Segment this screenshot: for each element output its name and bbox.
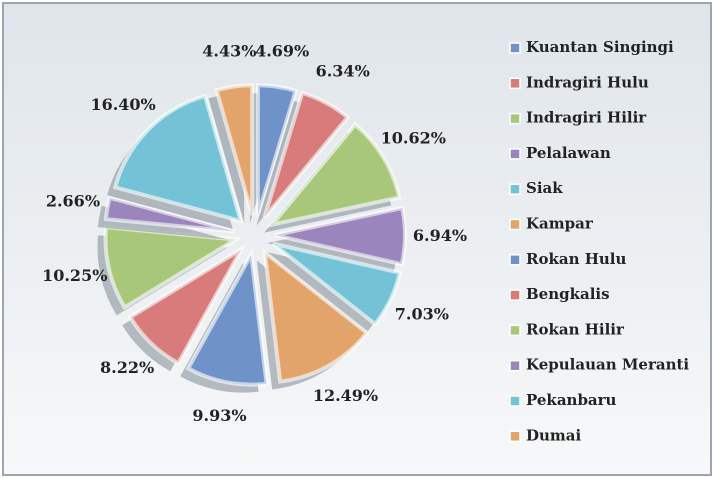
legend-swatch <box>509 359 521 372</box>
legend-label: Dumai <box>526 426 582 444</box>
legend-swatch <box>509 42 521 54</box>
data-label: 10.25% <box>42 266 107 285</box>
legend-label: Siak <box>526 179 563 197</box>
data-label: 4.43% <box>202 41 256 60</box>
legend-label: Kuantan Singingi <box>526 38 674 56</box>
slice <box>185 248 269 387</box>
slice <box>112 93 244 224</box>
data-label: 16.40% <box>90 95 155 114</box>
legend-label: Rokan Hulu <box>526 250 626 268</box>
slice <box>103 195 236 234</box>
legend-swatch <box>509 218 521 231</box>
legend-label: Rokan Hilir <box>526 320 625 338</box>
legend-label: Kampar <box>526 215 594 233</box>
slice <box>214 83 255 216</box>
legend-label: Pekanbaru <box>526 391 617 409</box>
legend-label: Kepulauan Meranti <box>526 356 689 374</box>
data-label: 7.03% <box>395 304 449 323</box>
data-label: 8.22% <box>100 358 154 377</box>
legend-swatch <box>509 395 521 407</box>
slice <box>103 225 242 311</box>
legend-label: Indragiri Hulu <box>526 73 649 91</box>
slice <box>127 243 247 366</box>
data-label: 6.34% <box>316 62 370 81</box>
data-label: 10.62% <box>381 129 446 148</box>
slice <box>266 121 402 228</box>
data-label: 2.66% <box>46 192 100 211</box>
legend-label: Indragiri Hilir <box>526 109 647 127</box>
data-label: 12.49% <box>313 386 378 405</box>
slice <box>262 90 351 219</box>
legend-swatch <box>509 430 521 443</box>
slice <box>271 241 403 327</box>
legend-label: Pelalawan <box>526 144 611 162</box>
legend-swatch <box>509 112 521 125</box>
slice <box>262 247 370 384</box>
slice <box>274 205 407 267</box>
legend-swatch <box>509 183 521 195</box>
data-label: 9.93% <box>192 406 246 425</box>
legend-swatch <box>509 148 521 160</box>
legend-swatch <box>509 77 521 90</box>
legend-swatch <box>509 324 521 337</box>
data-label: 6.94% <box>413 226 467 245</box>
legend-label: Bengkalis <box>526 285 610 303</box>
slice <box>255 83 299 216</box>
legend-swatch <box>509 289 521 301</box>
data-label: 4.69% <box>255 42 309 61</box>
legend-swatch <box>509 254 521 266</box>
